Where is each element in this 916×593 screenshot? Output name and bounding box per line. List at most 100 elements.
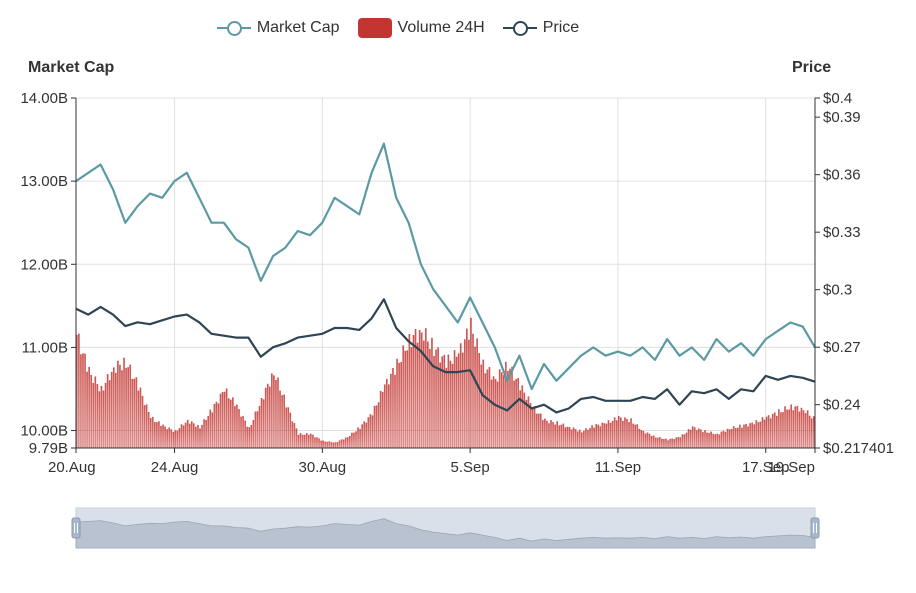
volume-bar <box>502 375 505 448</box>
volume-bar <box>285 407 288 448</box>
volume-bar <box>552 422 554 448</box>
x-tick-label: 17.Sep <box>742 459 790 476</box>
volume-bar <box>492 376 495 448</box>
volume-bar <box>453 350 456 448</box>
volume-bar <box>225 388 228 448</box>
volume-bar <box>98 391 101 448</box>
volume-bar <box>619 417 622 448</box>
price-line <box>75 298 816 414</box>
volume-bar <box>260 397 263 448</box>
volume-bar <box>700 429 702 448</box>
volume-bar <box>611 420 614 448</box>
legend-item-market-cap[interactable]: Market Cap <box>216 18 340 38</box>
x-tick-label: 11.Sep <box>595 459 641 476</box>
volume-bar <box>88 366 90 448</box>
legend-item-volume[interactable]: Volume 24H <box>357 18 485 38</box>
volume-bar <box>529 403 532 448</box>
volume-bar <box>566 426 569 448</box>
volume-bar <box>121 370 123 448</box>
volume-bar <box>558 425 561 448</box>
x-tick-label: 30.Aug <box>299 459 347 476</box>
volume-bar <box>147 411 150 448</box>
x-tick-label: 24.Aug <box>151 459 199 476</box>
volume-bar <box>654 437 657 448</box>
volume-bar <box>402 345 405 448</box>
volume-bar <box>778 409 780 448</box>
volume-bar <box>342 439 345 448</box>
volume-bar <box>170 429 173 448</box>
volume-bar <box>548 423 550 448</box>
volume-bar <box>355 431 357 448</box>
volume-bar <box>275 380 277 448</box>
volume-bar <box>496 381 499 448</box>
volume-bar <box>227 398 230 448</box>
right-tick-label: $0.4 <box>823 90 852 107</box>
volume-bar <box>172 431 175 448</box>
right-tick-label: $0.36 <box>823 167 861 184</box>
volume-bar <box>240 416 242 448</box>
volume-bar <box>258 405 261 448</box>
volume-bar <box>398 362 400 448</box>
zoom-handle-left-icon[interactable] <box>71 517 81 539</box>
volume-bar <box>751 422 754 448</box>
volume-bar <box>190 421 193 448</box>
volume-bar <box>578 429 581 448</box>
volume-bar <box>636 424 639 448</box>
volume-bar <box>340 439 343 448</box>
volume-bar <box>154 422 156 448</box>
volume-bar <box>104 382 107 448</box>
left-tick-label: 13.00B <box>20 173 68 190</box>
volume-bar <box>248 427 251 448</box>
volume-bar <box>767 415 770 448</box>
x-tick-label: 20.Aug <box>48 459 96 476</box>
volume-bar <box>279 390 281 448</box>
volume-bar <box>546 420 548 448</box>
volume-bar <box>149 418 152 448</box>
volume-bar <box>515 378 517 448</box>
volume-bar <box>151 416 154 448</box>
volume-bar <box>513 380 515 448</box>
volume-bar <box>790 404 793 448</box>
volume-bar <box>106 374 109 448</box>
volume-bar <box>702 432 704 448</box>
volume-bar <box>102 390 105 448</box>
volume-bar <box>794 406 797 448</box>
volume-bar <box>115 372 117 448</box>
volume-bar <box>353 432 355 448</box>
zoom-handle-right-icon[interactable] <box>810 517 820 539</box>
zoom-preview-area <box>75 518 816 549</box>
volume-bar <box>186 419 189 448</box>
volume-bar <box>804 413 807 448</box>
right-tick-label: $0.24 <box>823 397 861 414</box>
volume-bar <box>119 364 121 448</box>
volume-bar <box>357 427 359 448</box>
volume-bar <box>521 385 524 448</box>
volume-bar <box>603 423 606 448</box>
volume-bar <box>671 438 673 448</box>
volume-bar <box>320 440 322 448</box>
volume-bar <box>630 418 632 448</box>
volume-bar <box>221 391 224 448</box>
volume-bar <box>310 433 312 448</box>
volume-bar <box>757 422 760 448</box>
volume-bar <box>244 420 246 448</box>
volume-bar <box>78 333 80 448</box>
left-tick-label: 9.79B <box>29 440 68 457</box>
volume-bar <box>626 418 628 448</box>
volume-bar <box>773 412 776 448</box>
volume-bar <box>451 363 454 448</box>
volume-bar <box>289 412 292 448</box>
volume-bar <box>429 348 431 448</box>
volume-bar <box>695 430 698 448</box>
volume-bar <box>669 438 671 448</box>
volume-bar <box>562 423 565 448</box>
volume-bar <box>76 334 78 448</box>
volume-bar <box>162 424 164 448</box>
volume-bar <box>642 430 645 448</box>
volume-bar <box>178 428 181 448</box>
volume-bar <box>351 432 353 448</box>
legend-item-price[interactable]: Price <box>502 18 579 38</box>
volume-bar <box>125 367 127 448</box>
volume-bar <box>784 406 786 448</box>
volume-bar <box>564 427 567 448</box>
